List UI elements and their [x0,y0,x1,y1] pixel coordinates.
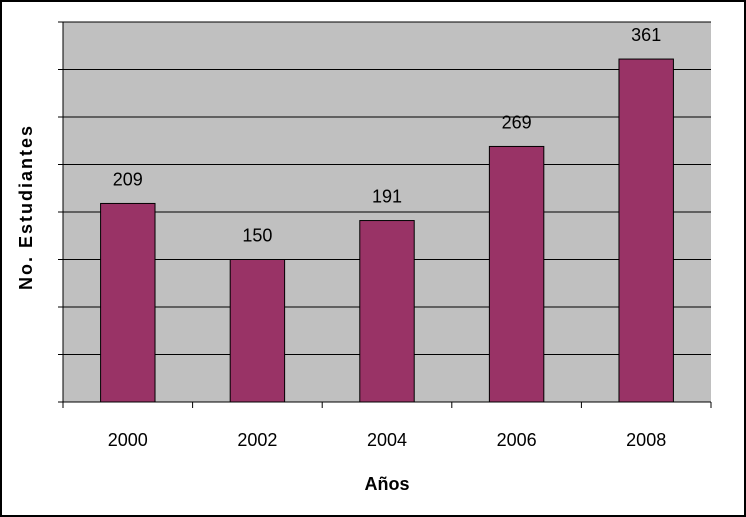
x-tick-label-2002: 2002 [237,430,277,450]
data-label-2006: 269 [502,112,532,132]
data-label-2002: 150 [242,226,272,246]
data-labels: 209 150 191 269 361 [113,25,661,245]
bars [100,58,674,403]
x-tick-label-2006: 2006 [497,430,537,450]
data-label-2000: 209 [113,169,143,189]
y-axis-title: No. Estudiantes [16,124,36,290]
bar-2002 [229,259,286,403]
x-axis-title: Años [365,474,410,494]
bar-2006 [488,145,545,403]
x-axis [62,401,712,408]
data-label-2008: 361 [631,25,661,45]
x-tick-label-2004: 2004 [367,430,407,450]
bar-2008 [618,58,674,403]
bar-2004 [359,220,415,403]
data-label-2004: 191 [372,187,402,207]
x-tick-label-2000: 2000 [108,430,148,450]
x-tick-label-2008: 2008 [626,430,666,450]
bar-2000 [100,202,156,403]
x-tick-labels: 2000 2002 2004 2006 2008 [108,430,666,450]
